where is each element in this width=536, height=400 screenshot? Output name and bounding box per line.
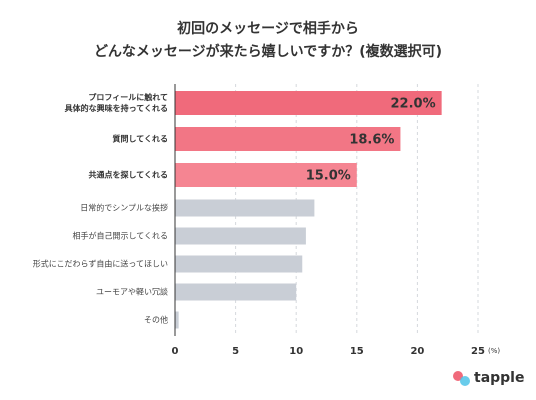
x-tick-label: 20 (410, 346, 424, 357)
y-tick-label: 日常的でシンプルな挨拶 (80, 203, 168, 213)
chart-title: 初回のメッセージで相手から どんなメッセージが来たら嬉しいですか？(複数選択可) (93, 21, 443, 60)
value-label: 15.0% (306, 169, 351, 184)
x-tick-label: 10 (289, 346, 303, 357)
value-label: 22.0% (391, 97, 436, 112)
x-tick-label: 5 (232, 346, 239, 357)
bar (175, 227, 306, 245)
y-tick-label: ユーモアや軽い冗談 (96, 287, 168, 297)
y-tick-label: 相手が自己開示してくれる (72, 231, 168, 241)
bar (175, 311, 179, 329)
y-tick-label: その他 (144, 315, 168, 325)
bar (175, 283, 297, 301)
value-label: 18.6% (349, 133, 394, 148)
bar (175, 127, 401, 151)
bar (175, 199, 315, 217)
y-tick-label: 共通点を探してくれる (88, 170, 168, 180)
bar (175, 255, 303, 273)
bar (175, 163, 357, 187)
x-tick-label: 15 (350, 346, 364, 357)
y-tick-label: 形式にこだわらず自由に送ってほしい (32, 259, 168, 269)
x-unit: (%) (488, 347, 500, 355)
y-tick-label: 質問してくれる (112, 134, 168, 144)
y-tick-label: プロフィールに触れて 具体的な興味を持ってくれる (64, 93, 168, 113)
brand: tapple (474, 370, 524, 386)
x-tick-label: 0 (172, 346, 179, 357)
bar (175, 91, 442, 115)
x-tick-label: 25 (471, 346, 485, 357)
logo (453, 371, 470, 386)
